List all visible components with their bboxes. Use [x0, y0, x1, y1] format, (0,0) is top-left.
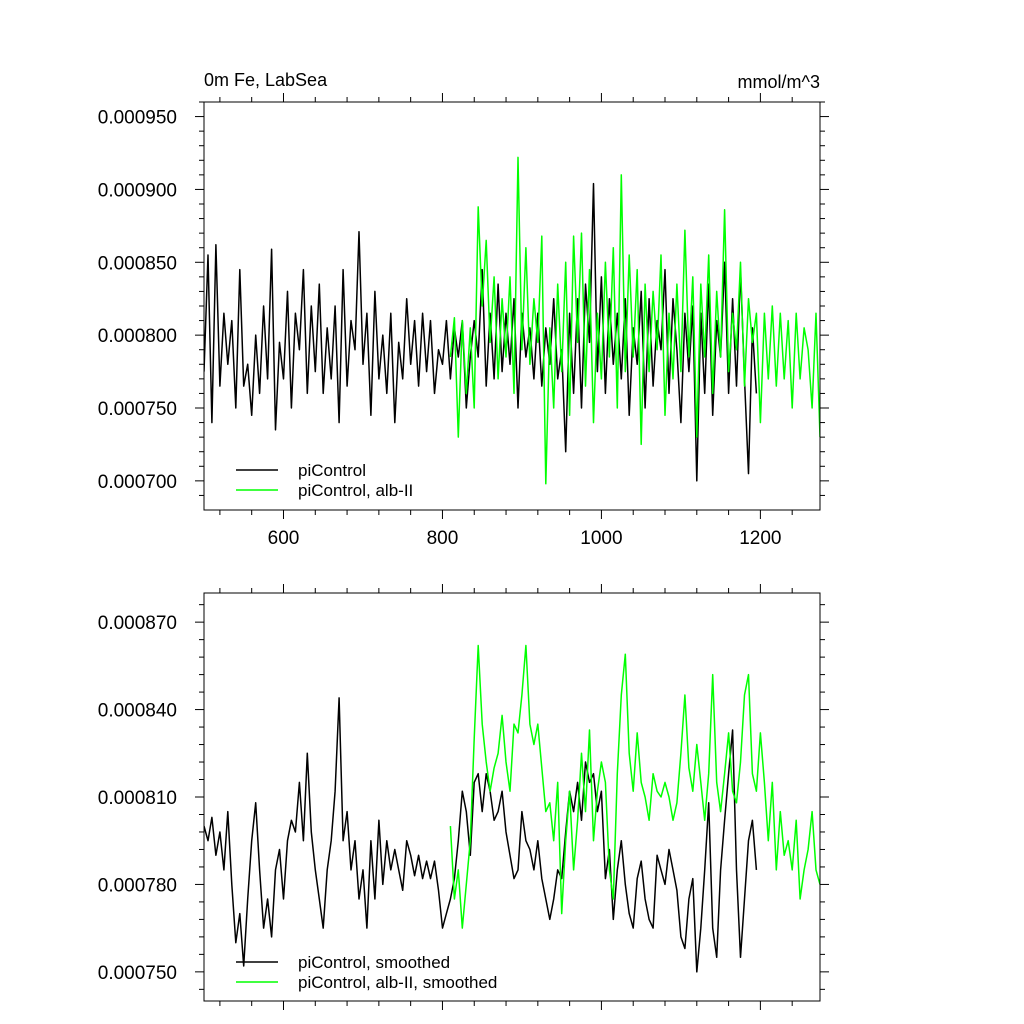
- top-x-tick-label: 800: [427, 528, 459, 549]
- bottom-y-tick-label: 0.000780: [98, 875, 177, 896]
- legend-label-picontrol: piControl: [298, 461, 366, 480]
- top-y-tick-label: 0.000950: [98, 108, 177, 129]
- bottom-y-tick-label: 0.000870: [98, 613, 177, 634]
- legend-label-picontrol-alb-ii-smoothed: piControl, alb-II, smoothed: [298, 973, 497, 992]
- top-series-line-picontrol: [204, 182, 758, 482]
- bottom-plot-frame: [203, 592, 821, 1002]
- top-x-tick-label: 1000: [580, 528, 622, 549]
- top-y-tick-label: 0.000700: [98, 472, 177, 493]
- bottom-y-tick-label: 0.000840: [98, 701, 177, 722]
- top-panel: 0m Fe, LabSea mmol/m^3 600 800 1000 1200 0.0…: [98, 70, 829, 549]
- bottom-panel: 0.000750 0.000780 0.000810 0.000840 0.000870…: [98, 584, 829, 1010]
- legend-label-picontrol-smoothed: piControl, smoothed: [298, 953, 450, 972]
- bottom-legend: piControl, smoothed piControl, alb-II, s…: [236, 953, 497, 992]
- bottom-plot-area: 0.000750 0.000780 0.000810 0.000840 0.000870: [98, 584, 829, 1010]
- top-plot-area: 600 800 1000 1200 0.000700 0.000750 0.000800 0.…: [98, 93, 829, 549]
- bottom-series-line-picontrol: [204, 697, 758, 973]
- top-series-line-picontrol-alb-ii: [449, 156, 820, 485]
- top-y-tick-label: 0.000750: [98, 399, 177, 420]
- top-y-tick-label: 0.000900: [98, 180, 177, 201]
- bottom-y-tick-label: 0.000750: [98, 963, 177, 984]
- top-y-tick-label: 0.000800: [98, 326, 177, 347]
- top-x-tick-label: 600: [268, 528, 300, 549]
- bottom-series-line-picontrol-alb-ii: [449, 644, 820, 929]
- legend-label-picontrol-alb-ii: piControl, alb-II: [298, 481, 413, 500]
- top-panel-title: 0m Fe, LabSea: [204, 70, 328, 90]
- top-legend: piControl piControl, alb-II: [236, 461, 413, 500]
- top-x-tick-label: 1200: [739, 528, 781, 549]
- top-y-tick-label: 0.000850: [98, 253, 177, 274]
- bottom-y-tick-label: 0.000810: [98, 788, 177, 809]
- top-panel-units: mmol/m^3: [738, 72, 820, 92]
